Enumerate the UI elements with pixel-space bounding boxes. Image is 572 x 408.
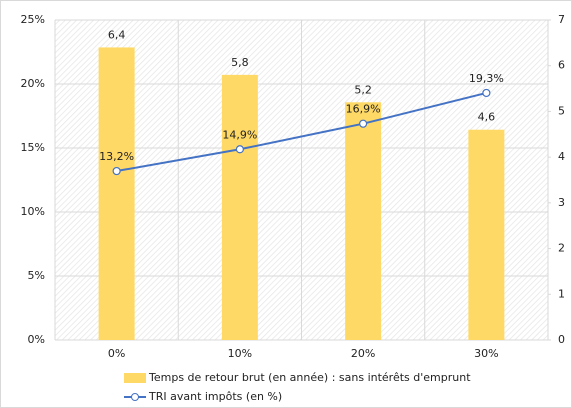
line-point xyxy=(359,119,368,128)
bar xyxy=(98,47,135,341)
y2-tick-label: 4 xyxy=(558,150,565,163)
line-point xyxy=(235,145,244,154)
y2-tick-label: 6 xyxy=(558,59,565,72)
line-value-label: 14,9% xyxy=(222,128,257,141)
bar xyxy=(221,74,258,340)
legend-label: Temps de retour brut (en année) : sans i… xyxy=(148,371,471,384)
line-value-label: 16,9% xyxy=(346,103,381,116)
y2-tick-label: 0 xyxy=(558,333,565,346)
y2-tick-label: 3 xyxy=(558,196,565,209)
line-value-label: 19,3% xyxy=(469,72,504,85)
legend-label: TRI avant impôts (en %) xyxy=(148,390,282,403)
y-tick-label: 15% xyxy=(21,141,45,154)
line-point xyxy=(482,88,491,98)
y2-tick-label: 2 xyxy=(558,242,565,255)
bar-value-label: 4,6 xyxy=(478,111,496,124)
bar xyxy=(468,129,505,340)
x-tick-label: 0% xyxy=(108,347,125,360)
x-tick-label: 30% xyxy=(474,347,498,360)
y2-tick-label: 7 xyxy=(558,13,565,26)
legend-marker xyxy=(131,393,139,401)
bar xyxy=(345,102,382,341)
y2-tick-label: 5 xyxy=(558,104,565,117)
line-value-label: 13,2% xyxy=(99,150,134,163)
bar-value-label: 6,4 xyxy=(108,28,126,41)
line-point xyxy=(112,166,121,176)
y-tick-label: 20% xyxy=(21,77,45,90)
y-tick-label: 10% xyxy=(21,205,45,218)
y2-tick-label: 1 xyxy=(558,287,565,300)
y-tick-label: 25% xyxy=(21,13,45,26)
y-tick-label: 5% xyxy=(28,269,45,282)
bar-value-label: 5,8 xyxy=(231,56,249,69)
bar-value-label: 5,2 xyxy=(354,83,372,96)
x-tick-label: 20% xyxy=(351,347,375,360)
y-tick-label: 0% xyxy=(28,333,45,346)
legend-swatch xyxy=(124,373,146,383)
line xyxy=(116,91,487,173)
x-tick-label: 10% xyxy=(228,347,252,360)
